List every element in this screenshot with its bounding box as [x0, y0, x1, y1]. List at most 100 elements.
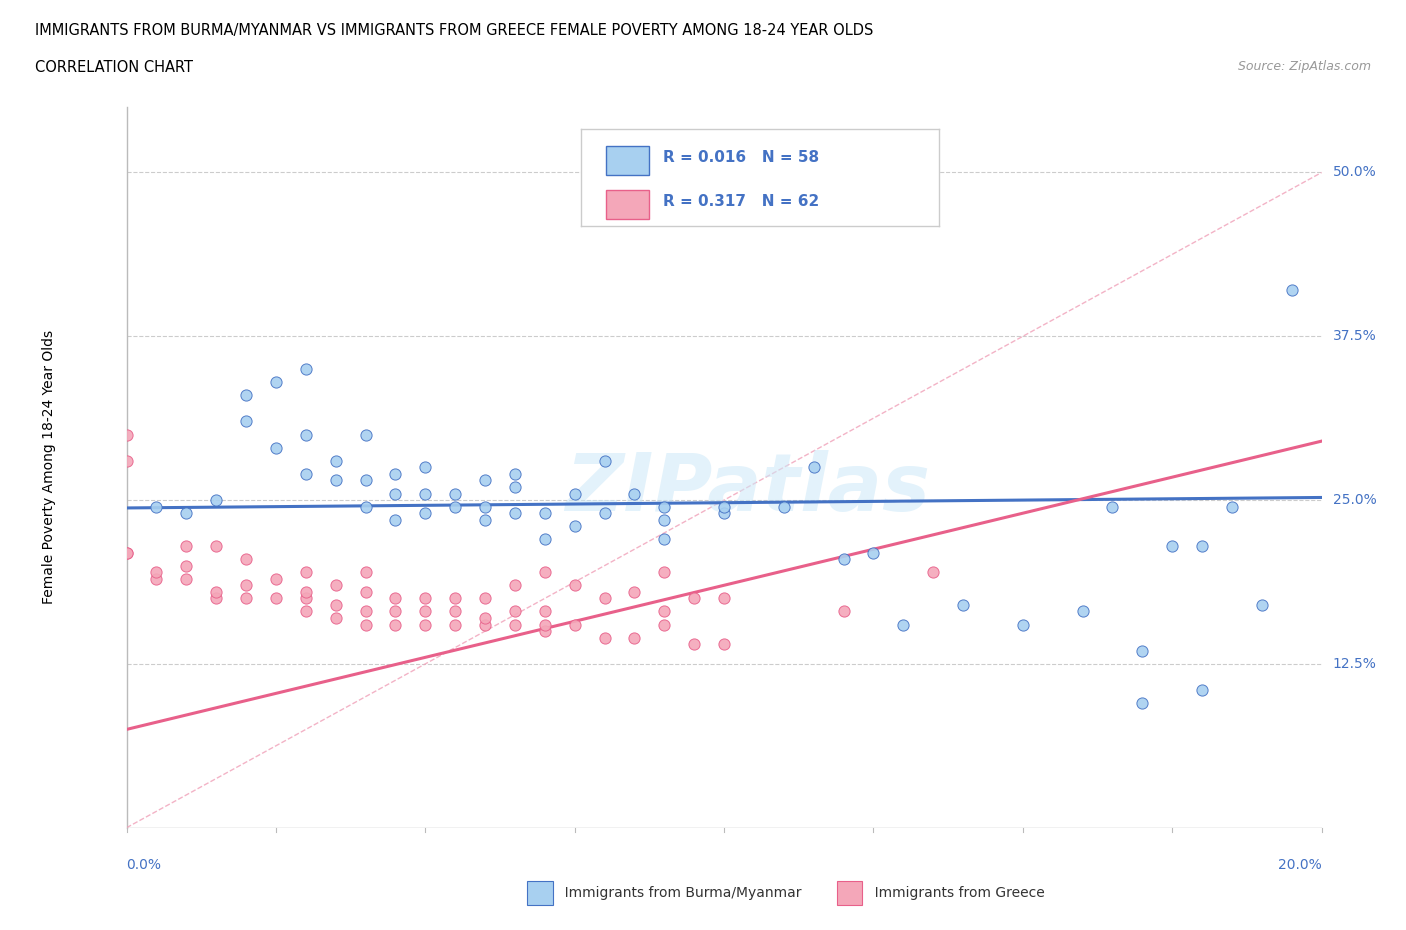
Point: [652, 512, 675, 527]
Point: [145, 499, 167, 514]
Point: [1161, 538, 1184, 553]
Point: [205, 538, 228, 553]
Point: [593, 453, 616, 468]
Point: [294, 362, 316, 377]
Point: [354, 427, 377, 442]
Point: [415, 618, 437, 632]
Point: [1071, 604, 1094, 619]
Point: [683, 591, 706, 605]
Point: [713, 506, 735, 521]
Point: [325, 578, 347, 592]
Text: 25.0%: 25.0%: [1333, 493, 1376, 507]
Text: Immigrants from Greece: Immigrants from Greece: [844, 885, 1045, 900]
Point: [325, 611, 347, 626]
Text: Immigrants from Burma/Myanmar: Immigrants from Burma/Myanmar: [534, 885, 801, 900]
Point: [115, 545, 138, 560]
Text: Source: ZipAtlas.com: Source: ZipAtlas.com: [1237, 60, 1371, 73]
Point: [264, 375, 287, 390]
Text: Female Poverty Among 18-24 Year Olds: Female Poverty Among 18-24 Year Olds: [42, 330, 56, 604]
Point: [174, 571, 197, 586]
Point: [1130, 696, 1153, 711]
Point: [713, 499, 735, 514]
Point: [354, 584, 377, 599]
Point: [444, 591, 467, 605]
Point: [474, 591, 496, 605]
Point: [145, 565, 167, 579]
Point: [593, 591, 616, 605]
Point: [294, 467, 316, 482]
Point: [174, 538, 197, 553]
Point: [384, 604, 406, 619]
Point: [444, 618, 467, 632]
Point: [384, 618, 406, 632]
Point: [534, 618, 557, 632]
Text: 12.5%: 12.5%: [1333, 657, 1376, 671]
Point: [534, 565, 557, 579]
Point: [832, 604, 855, 619]
Point: [952, 597, 974, 612]
Text: 0.0%: 0.0%: [127, 858, 162, 872]
Point: [1101, 499, 1123, 514]
Point: [534, 624, 557, 639]
Text: 50.0%: 50.0%: [1333, 166, 1376, 179]
Point: [115, 453, 138, 468]
Point: [652, 604, 675, 619]
Point: [713, 637, 735, 652]
Point: [235, 591, 257, 605]
Point: [474, 611, 496, 626]
Point: [205, 591, 228, 605]
Point: [623, 486, 645, 501]
Point: [922, 565, 945, 579]
Point: [503, 604, 526, 619]
Point: [474, 512, 496, 527]
Point: [354, 618, 377, 632]
Point: [444, 499, 467, 514]
Point: [652, 565, 675, 579]
Point: [174, 506, 197, 521]
Point: [534, 532, 557, 547]
Point: [444, 604, 467, 619]
Point: [1191, 683, 1213, 698]
Point: [832, 551, 855, 566]
Text: CORRELATION CHART: CORRELATION CHART: [35, 60, 193, 75]
Point: [415, 506, 437, 521]
Point: [623, 584, 645, 599]
Point: [503, 618, 526, 632]
Point: [264, 440, 287, 455]
Point: [564, 519, 586, 534]
Point: [893, 618, 915, 632]
Point: [354, 604, 377, 619]
Point: [415, 460, 437, 474]
Point: [1191, 538, 1213, 553]
Point: [354, 499, 377, 514]
Point: [652, 618, 675, 632]
Point: [593, 506, 616, 521]
Point: [1130, 644, 1153, 658]
Point: [264, 591, 287, 605]
Point: [503, 480, 526, 495]
Point: [384, 512, 406, 527]
Point: [474, 473, 496, 488]
Point: [294, 591, 316, 605]
Point: [294, 584, 316, 599]
Point: [713, 591, 735, 605]
Point: [325, 453, 347, 468]
Point: [534, 506, 557, 521]
Point: [652, 499, 675, 514]
Point: [1281, 283, 1303, 298]
Point: [115, 427, 138, 442]
Point: [1220, 499, 1243, 514]
Point: [652, 532, 675, 547]
Point: [115, 545, 138, 560]
Point: [773, 499, 796, 514]
Point: [444, 486, 467, 501]
Point: [503, 578, 526, 592]
Point: [145, 571, 167, 586]
Point: [1251, 597, 1274, 612]
Point: [564, 486, 586, 501]
Point: [384, 486, 406, 501]
Point: [205, 493, 228, 508]
Point: [205, 584, 228, 599]
Point: [235, 414, 257, 429]
Text: ZIPatlas: ZIPatlas: [565, 450, 931, 528]
